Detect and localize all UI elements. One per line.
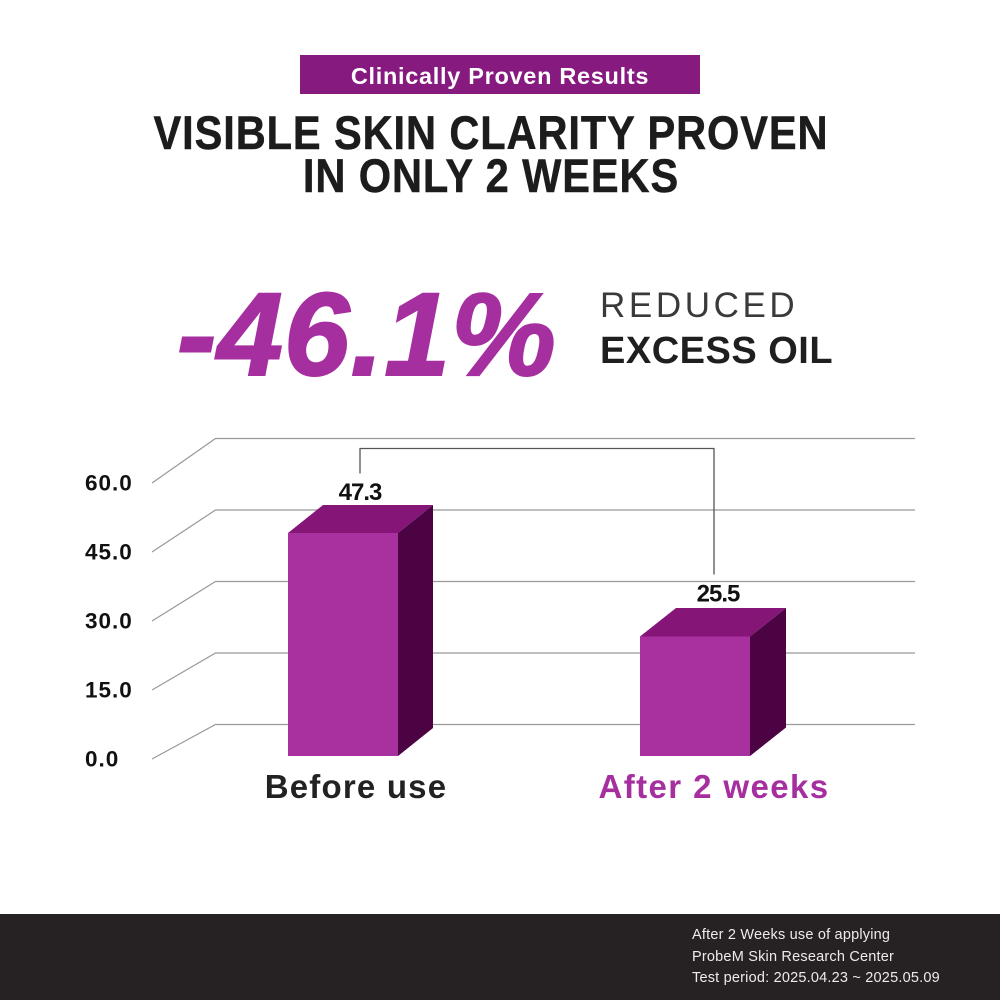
svg-text:15.0: 15.0 — [85, 678, 133, 703]
svg-text:30.0: 30.0 — [85, 609, 133, 634]
svg-text:0.0: 0.0 — [85, 747, 119, 772]
svg-text:25.5: 25.5 — [697, 581, 740, 608]
svg-text:45.0: 45.0 — [85, 540, 133, 565]
svg-text:47.3: 47.3 — [339, 479, 382, 506]
svg-text:60.0: 60.0 — [85, 471, 133, 496]
